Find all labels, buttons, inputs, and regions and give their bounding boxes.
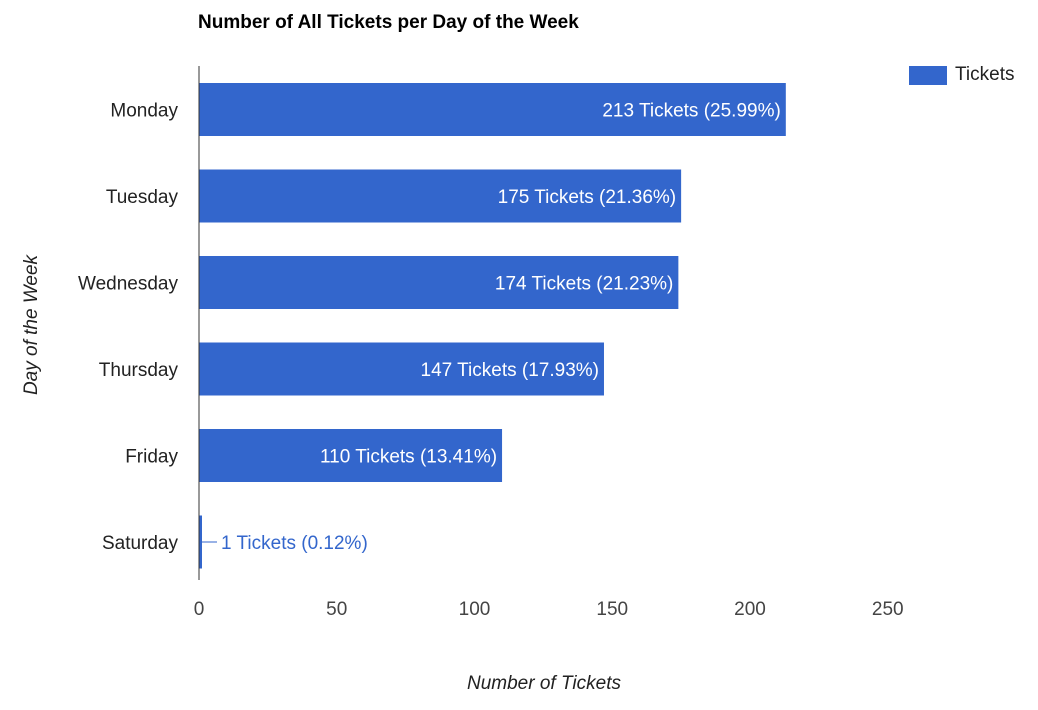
bars-layer [199, 83, 786, 569]
data-label: 147 Tickets (17.93%) [421, 360, 599, 381]
data-label: 213 Tickets (25.99%) [602, 101, 780, 122]
chart-title: Number of All Tickets per Day of the Wee… [198, 12, 579, 33]
x-tick-labels-layer: 0 50 100 150 200 250 [194, 599, 904, 620]
data-label: 110 Tickets (13.41%) [320, 447, 497, 468]
legend-swatch [909, 65, 947, 85]
y-axis-title: Day of the Week [21, 253, 42, 395]
bar-monday [199, 83, 786, 136]
bar-tuesday [199, 169, 682, 223]
data-label: 175 Tickets (21.36%) [498, 187, 676, 208]
category-label: Friday [125, 447, 178, 468]
x-tick-label: 200 [734, 599, 766, 620]
category-labels-layer: Monday Tuesday Wednesday Thursday Friday Satu… [78, 101, 178, 555]
category-label: Wednesday [78, 274, 178, 295]
category-label: Thursday [99, 360, 179, 381]
category-label: Saturday [102, 533, 179, 554]
bar-friday [199, 429, 503, 482]
bar-thursday [199, 342, 604, 396]
x-tick-label: 0 [194, 599, 205, 620]
data-labels-layer: 213 Tickets (25.99%) 175 Tickets (21.36%)… [202, 101, 781, 554]
x-tick-label: 100 [459, 599, 491, 620]
data-label: 174 Tickets (21.23%) [495, 274, 673, 295]
x-tick-label: 150 [596, 599, 628, 620]
legend-label: Tickets [955, 64, 1015, 85]
x-axis-title: Number of Tickets [467, 673, 621, 694]
category-label: Tuesday [106, 187, 179, 208]
x-tick-label: 50 [326, 599, 347, 620]
bar-wednesday [199, 256, 679, 309]
data-label: 1 Tickets (0.12%) [221, 533, 368, 554]
legend: Tickets [909, 64, 1014, 86]
x-tick-label: 250 [872, 599, 904, 620]
category-label: Monday [110, 101, 178, 122]
bar-saturday [199, 515, 202, 569]
